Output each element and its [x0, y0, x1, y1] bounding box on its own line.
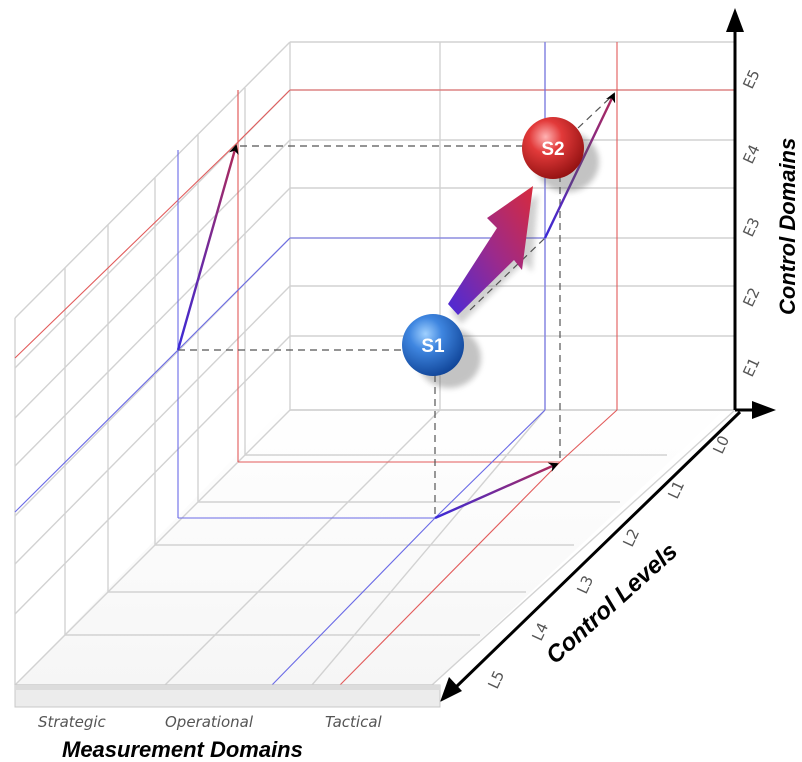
vertical-axis-title: Control Domains — [775, 138, 800, 315]
tick-e1: E1 — [739, 355, 763, 380]
state-s2[interactable]: S2 — [522, 117, 599, 192]
s1-label: S1 — [421, 336, 445, 357]
floor-projection-arrow — [434, 462, 559, 520]
side-wall-grid — [14, 41, 291, 686]
tick-l2: L2 — [619, 526, 643, 550]
horizontal-axis-title: Measurement Domains — [62, 737, 303, 762]
vertical-axis-arrowhead — [726, 8, 744, 32]
axes — [14, 8, 776, 708]
floor-right-arrowhead — [752, 401, 776, 419]
horizontal-ticks: Strategic Operational Tactical — [38, 713, 383, 731]
tick-l1: L1 — [664, 478, 688, 502]
tick-l3: L3 — [573, 573, 597, 597]
s2-label: S2 — [541, 139, 564, 160]
tick-e3: E3 — [739, 215, 763, 240]
depth-ticks: L0 L1 L2 L3 L4 L5 — [484, 433, 733, 692]
state-transition-arrow — [448, 186, 538, 324]
floor-grid — [15, 409, 736, 686]
tick-l5: L5 — [484, 668, 508, 692]
tick-l0: L0 — [709, 433, 733, 457]
tick-strategic: Strategic — [38, 713, 107, 731]
vertical-ticks: E5 E4 E3 E2 E1 — [739, 67, 763, 380]
tick-tactical: Tactical — [325, 713, 383, 731]
tick-operational: Operational — [165, 713, 254, 731]
s2-sphere — [522, 117, 584, 179]
s1-sphere — [402, 314, 464, 376]
tick-e4: E4 — [739, 142, 763, 167]
side-projection-arrow — [176, 144, 239, 351]
tick-l4: L4 — [528, 620, 552, 644]
state-s1[interactable]: S1 — [402, 314, 481, 388]
depth-axis-arrowhead — [440, 677, 462, 702]
tick-e5: E5 — [739, 67, 763, 92]
depth-axis — [453, 410, 742, 690]
tick-e2: E2 — [739, 285, 763, 310]
